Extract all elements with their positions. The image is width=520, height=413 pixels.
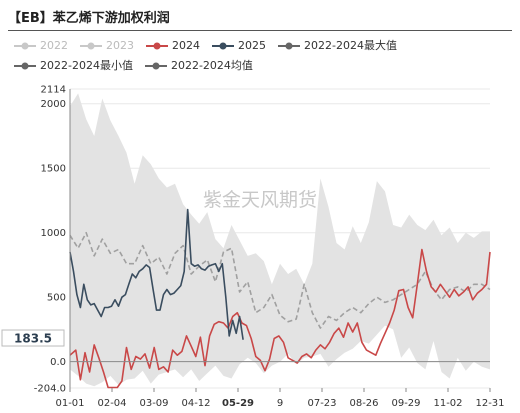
series-2024-line (69, 248, 491, 389)
x-tick-label: 09-29 (391, 398, 420, 409)
y-tick-label: 0.0 (50, 357, 66, 368)
x-tick-label: 9 (277, 398, 283, 409)
y-marker-label: 183.5 (14, 332, 52, 346)
series-avg-line (69, 231, 491, 329)
legend-item[interactable]: 2022-2024均值 (144, 56, 253, 76)
legend-item[interactable]: 2022-2024最小值 (14, 56, 133, 76)
x-tick-label: 01-01 (55, 398, 84, 409)
y-tick-label: 500 (47, 293, 66, 304)
legend-label: 2023 (106, 39, 134, 52)
minmax-band (70, 93, 490, 387)
legend-marker-icon (144, 62, 167, 70)
legend-marker-icon (212, 42, 234, 50)
legend-marker-icon (146, 42, 168, 50)
y-marker-box (1, 329, 65, 347)
y-tick-label: -204.0 (34, 384, 66, 395)
chart-title: 【EB】苯乙烯下游加权利润 (8, 11, 170, 26)
series-lines (69, 208, 491, 389)
x-tick-label: 05-29 (222, 398, 254, 409)
axes: -204.0 0.0 500 1000 1500 2000 2114 01-01 02-04 03… (1, 85, 505, 409)
legend-label: 2022-2024最小值 (40, 59, 133, 72)
legend-marker-icon (80, 42, 102, 50)
legend-item[interactable]: 2022 (14, 36, 68, 56)
legend-label: 2025 (238, 39, 266, 52)
x-tick-label: 04-12 (181, 398, 210, 409)
series-2025-line (69, 208, 244, 340)
y-tick-label: 1000 (41, 228, 66, 239)
watermark-text: 紫金天风期货 (203, 189, 317, 211)
legend-label: 2022 (40, 39, 68, 52)
x-tick-label: 11-02 (433, 398, 462, 409)
legend-item[interactable]: 2025 (212, 36, 266, 56)
minmax-band-area (70, 93, 490, 387)
x-tick-label: 03-09 (139, 398, 168, 409)
legend-item[interactable]: 2022-2024最大值 (278, 36, 397, 56)
y-tick-label: 2000 (41, 99, 66, 110)
x-tick-label: 08-26 (349, 398, 378, 409)
legend: 2022 2023 2024 2025 2022-2024最大值 2022-2024最小值… (14, 36, 514, 76)
legend-label: 2024 (172, 39, 200, 52)
legend-item[interactable]: 2024 (146, 36, 200, 56)
x-tick-label: 02-04 (97, 398, 126, 409)
y-tick-label: 1500 (41, 164, 66, 175)
legend-marker-icon (278, 42, 300, 50)
y-tick-label: 2114 (41, 85, 66, 96)
legend-label: 2022-2024最大值 (304, 39, 397, 52)
x-tick-label: 07-23 (307, 398, 336, 409)
legend-marker-icon (14, 62, 36, 70)
legend-item[interactable]: 2023 (80, 36, 134, 56)
x-tick-label: 12-31 (475, 398, 504, 409)
legend-marker-icon (14, 42, 36, 50)
title-divider (8, 30, 512, 31)
legend-label: 2022-2024均值 (170, 59, 253, 72)
